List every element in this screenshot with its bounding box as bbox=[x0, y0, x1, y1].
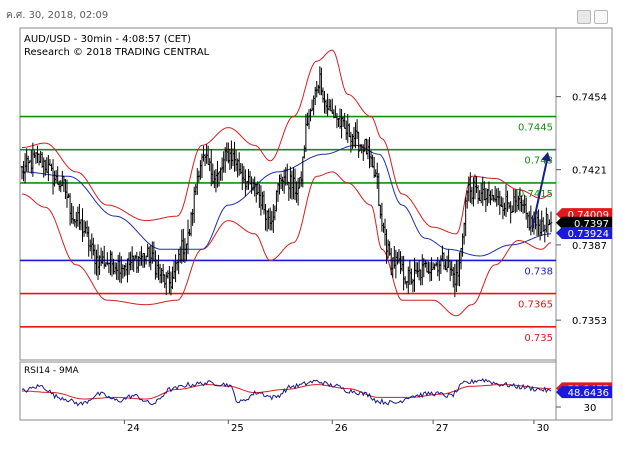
x-tick-label: 30 bbox=[537, 423, 550, 434]
rsi-line bbox=[21, 378, 552, 407]
maximize-icon[interactable] bbox=[594, 10, 608, 24]
rsi-tag: 48.6436 bbox=[556, 386, 612, 399]
settings-icon[interactable] bbox=[577, 10, 591, 24]
y-tick-label: 0.7387 bbox=[572, 241, 607, 252]
level-label: 0.738 bbox=[524, 266, 553, 277]
price-tag-text: 0.7397 bbox=[574, 219, 609, 230]
chart-subtitle: Research © 2018 TRADING CENTRAL bbox=[24, 47, 210, 58]
forecast-arrow-line bbox=[531, 155, 549, 228]
bollinger-lower-line bbox=[21, 171, 552, 317]
forecast-arrow-head bbox=[541, 151, 551, 162]
price-tag-bg bbox=[556, 226, 612, 239]
level-label: 0.7365 bbox=[518, 300, 553, 311]
main-panel bbox=[19, 27, 557, 361]
rsi-tag-text: 48.6436 bbox=[568, 388, 609, 399]
price-bar bbox=[549, 211, 553, 233]
timestamp-label: ค.ศ. 30, 2018, 02:09 bbox=[6, 10, 109, 21]
price-tag: 0.7397 bbox=[556, 216, 612, 230]
x-tick-label: 24 bbox=[127, 423, 140, 434]
price-tag-text: 0.73924 bbox=[568, 229, 609, 240]
x-tick-label: 26 bbox=[335, 423, 348, 434]
level-label: 0.743 bbox=[524, 156, 553, 167]
y-tick-label: 0.7421 bbox=[572, 166, 607, 177]
rsi-tag-bg bbox=[556, 386, 612, 399]
rsi-tick-label: 30 bbox=[584, 403, 597, 414]
price-tag-bg bbox=[556, 216, 612, 229]
bollinger-upper-line bbox=[22, 49, 552, 235]
y-tick-label: 0.7454 bbox=[572, 93, 607, 104]
rsi-panel bbox=[19, 361, 557, 421]
price-tag: 0.73924 bbox=[556, 226, 612, 240]
rsi-title: RSI14 - 9MA bbox=[24, 366, 80, 376]
x-tick-label: 25 bbox=[231, 423, 244, 434]
chart-title: AUD/USD - 30min - 4:08:57 (CET) bbox=[24, 34, 191, 45]
level-label: 0.735 bbox=[524, 333, 553, 344]
level-label: 0.7415 bbox=[518, 189, 553, 200]
level-label: 0.7445 bbox=[518, 123, 553, 134]
y-tick-label: 0.7353 bbox=[572, 316, 607, 327]
x-tick-label: 27 bbox=[436, 423, 449, 434]
price-tag-text: 0.74009 bbox=[568, 210, 609, 221]
